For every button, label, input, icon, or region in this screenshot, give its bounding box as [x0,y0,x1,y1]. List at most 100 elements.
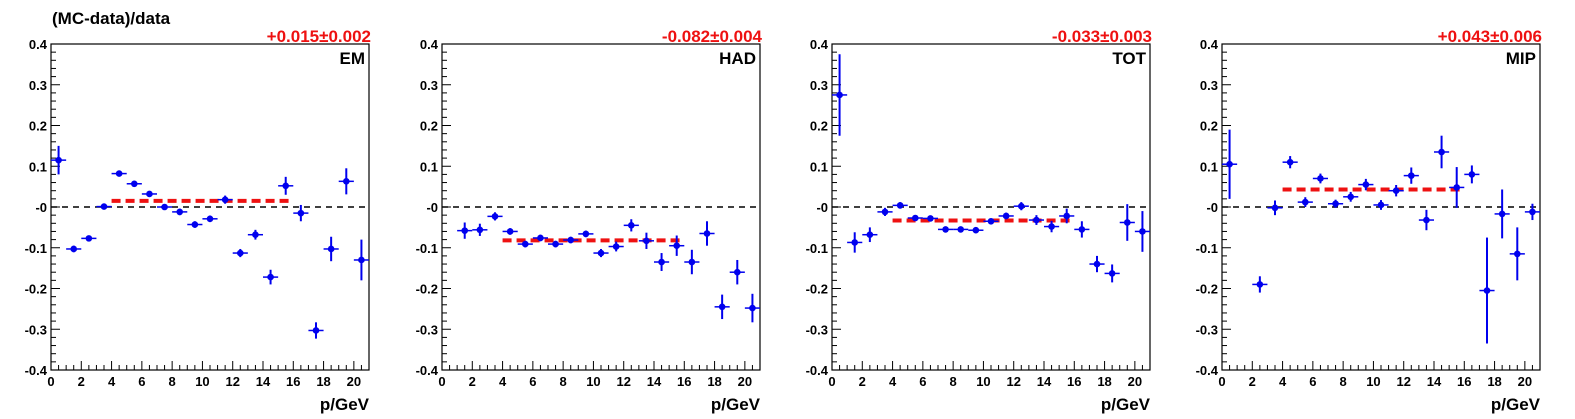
data-point [1434,135,1450,169]
point-marker [1002,212,1010,220]
point-marker [312,327,320,334]
point-marker [1377,201,1385,209]
data-point [998,212,1014,220]
x-tick-label: 6 [919,374,926,389]
data-point [892,202,908,209]
point-marker [1063,212,1071,220]
point-marker [115,170,123,177]
data-point [323,236,339,262]
y-tick-label: -0 [816,200,828,215]
chart-panel-had: -0.4 -0.3 -0.2 -0.1 -0 0.1 0.2 0.3 0.4 0 2 4 6 8 10 12 1… [416,27,763,414]
y-tick-label: 0.3 [1200,78,1218,93]
data-point [983,217,999,225]
data-point [487,212,503,221]
point-marker [942,226,949,233]
point-marker [718,303,726,311]
x-tick-label: 10 [1366,374,1380,389]
point-marker [673,242,681,250]
data-point [338,168,354,195]
point-marker [206,215,214,223]
data-point [141,190,157,198]
y-tick-label: -0.4 [416,363,439,378]
data-point [922,215,938,222]
figure-ylabel: (MC-data)/data [52,9,171,28]
point-marker [100,203,108,210]
data-point [472,223,488,236]
point-marker [1513,250,1521,258]
point-marker [1033,216,1040,224]
data-point [699,221,715,246]
point-marker [927,215,934,222]
data-point [308,322,324,339]
panel-title: TOT [1112,49,1146,68]
y-tick-label: 0.2 [1200,119,1218,134]
data-point [938,226,954,233]
y-tick-label: 0.4 [1200,37,1219,52]
point-marker [881,208,889,216]
point-marker [643,237,650,245]
x-tick-label: 2 [78,374,85,389]
point-marker [70,245,78,253]
data-point [217,195,233,204]
point-marker [1407,172,1415,179]
x-axis-label: p/GeV [711,395,761,414]
data-point [1222,129,1238,199]
x-tick-label: 4 [499,374,507,389]
y-tick-label: -0 [35,200,47,215]
chart-panel-em: -0.4 -0.3 -0.2 -0.1 -0 0.1 0.2 0.3 0.4 0 2 4 6 8 10 12 1… [25,27,371,414]
y-tick-label: -0.1 [806,241,828,256]
point-marker [342,178,350,185]
x-tick-label: 2 [859,374,866,389]
data-point [1089,255,1105,273]
data-point [1524,203,1540,221]
x-tick-label: 18 [1097,374,1111,389]
data-point [51,145,67,175]
data-point [1134,211,1150,252]
point-marker [221,196,229,203]
point-marker [1423,216,1430,224]
data-point [1267,200,1283,216]
data-point [1297,197,1313,207]
panel-title: HAD [719,49,756,68]
point-marker [1468,171,1476,178]
x-tick-label: 8 [1340,374,1347,389]
point-marker [161,203,168,211]
y-tick-label: -0.1 [25,241,47,256]
data-point [953,226,969,233]
x-tick-label: 10 [195,374,209,389]
data-point [714,294,730,320]
x-tick-label: 0 [1218,374,1225,389]
x-tick-label: 0 [47,374,54,389]
data-point [1449,167,1465,208]
point-marker [597,249,605,257]
x-tick-label: 20 [1518,374,1532,389]
point-marker [866,231,874,239]
y-tick-label: -0.3 [806,322,828,337]
x-tick-label: 6 [1309,374,1316,389]
y-tick-label: -0.2 [25,282,47,297]
x-tick-label: 14 [256,374,271,389]
data-point [548,240,564,248]
data-point [684,249,700,275]
point-marker [1347,193,1355,201]
y-tick-label: -0.2 [806,282,828,297]
chart-panel-tot: -0.4 -0.3 -0.2 -0.1 -0 0.1 0.2 0.3 0.4 0 2 4 6 8 10 12 1… [806,27,1152,414]
point-marker [267,273,274,281]
point-marker [567,236,575,244]
x-axis-label: p/GeV [320,395,370,414]
x-tick-label: 16 [286,374,300,389]
point-marker [612,243,620,250]
x-tick-label: 20 [738,374,752,389]
y-tick-label: 0.1 [420,159,438,174]
x-tick-label: 0 [438,374,445,389]
point-marker [85,235,93,242]
point-marker [1078,226,1086,233]
y-tick-label: 0.3 [810,78,828,93]
point-marker [1362,181,1370,188]
point-marker [461,227,469,234]
x-tick-label: 12 [225,374,239,389]
data-point [66,245,82,253]
data-point [1418,209,1434,231]
x-tick-label: 12 [1396,374,1410,389]
fit-result-label: -0.082±0.004 [662,27,763,46]
